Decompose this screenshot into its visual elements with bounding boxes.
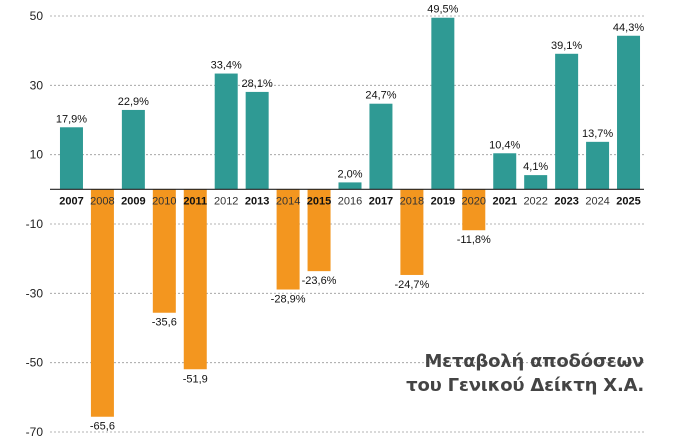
gridlines bbox=[50, 15, 644, 433]
bar-2018 bbox=[400, 189, 424, 275]
y-axis-ticks: 50 30 10 -10 -30 -50 -70 bbox=[26, 9, 44, 439]
bar-2022 bbox=[524, 175, 548, 190]
year-labels: 2007 2008 2009 2010 2011 2012 2013 2014 2015 2016… bbox=[59, 195, 641, 207]
year-label: 2011 bbox=[183, 195, 207, 207]
chart-title: Μεταβολή αποδόσεων του Γενικού Δείκτη Χ.… bbox=[406, 350, 644, 398]
year-label: 2007 bbox=[59, 195, 83, 207]
bar-2025 bbox=[617, 35, 641, 190]
year-label: 2022 bbox=[523, 195, 547, 207]
bar-2011 bbox=[183, 189, 207, 370]
data-label: 13,7% bbox=[582, 128, 613, 140]
data-label: 44,3% bbox=[613, 22, 644, 34]
data-label: 4,1% bbox=[523, 161, 548, 173]
data-label: -65,6 bbox=[90, 421, 115, 433]
year-label: 2024 bbox=[585, 195, 609, 207]
data-label: 33,4% bbox=[211, 60, 242, 72]
data-label: 24,7% bbox=[365, 90, 396, 102]
data-labels: 17,9% -65,6 22,9% -35,6 -51,9 33,4%28,1% -28,9… bbox=[56, 4, 644, 433]
bar-2020 bbox=[462, 189, 486, 231]
bar-2013 bbox=[245, 91, 269, 190]
bar-2021 bbox=[493, 153, 517, 190]
bars bbox=[59, 17, 641, 417]
data-label: -24,7% bbox=[394, 279, 429, 291]
bar-2023 bbox=[555, 53, 579, 190]
data-label: -28,9% bbox=[271, 294, 306, 306]
y-tick-label: -70 bbox=[26, 425, 44, 439]
data-label: 49,5% bbox=[427, 4, 458, 16]
year-label: 2008 bbox=[90, 195, 114, 207]
y-tick-label: 30 bbox=[30, 78, 44, 92]
bar-2017 bbox=[369, 103, 393, 190]
year-label: 2016 bbox=[338, 195, 362, 207]
bar-2008 bbox=[90, 189, 114, 417]
year-label: 2025 bbox=[616, 195, 640, 207]
bar-2007 bbox=[59, 127, 83, 190]
year-label: 2009 bbox=[121, 195, 145, 207]
year-label: 2010 bbox=[152, 195, 176, 207]
chart-title-line-2: του Γενικού Δείκτη Χ.Α. bbox=[406, 375, 644, 396]
y-tick-label: 50 bbox=[30, 9, 44, 23]
year-label: 2012 bbox=[214, 195, 238, 207]
data-label: -11,8% bbox=[457, 234, 491, 246]
bar-2012 bbox=[214, 73, 238, 190]
y-tick-label: -10 bbox=[26, 217, 44, 231]
bar-2010 bbox=[152, 189, 176, 313]
bar-2009 bbox=[121, 109, 145, 190]
data-label: 22,9% bbox=[118, 96, 149, 108]
y-tick-label: 10 bbox=[30, 148, 44, 162]
bar-2014 bbox=[276, 189, 300, 290]
data-label: -35,6 bbox=[152, 317, 177, 329]
year-label: 2014 bbox=[276, 195, 300, 207]
year-label: 2015 bbox=[307, 195, 331, 207]
data-label: -23,6% bbox=[302, 275, 337, 287]
year-label: 2021 bbox=[492, 195, 516, 207]
y-tick-label: -30 bbox=[26, 286, 44, 300]
year-label: 2013 bbox=[245, 195, 269, 207]
data-label: 28,1% bbox=[242, 78, 273, 90]
bar-2024 bbox=[586, 141, 610, 190]
bar-2015 bbox=[307, 189, 331, 272]
bar-2019 bbox=[431, 17, 455, 190]
year-label: 2017 bbox=[369, 195, 393, 207]
bar-2016 bbox=[338, 182, 362, 190]
year-label: 2020 bbox=[462, 195, 486, 207]
data-label: 39,1% bbox=[551, 40, 582, 52]
data-label: 10,4% bbox=[489, 139, 520, 151]
y-tick-label: -50 bbox=[26, 356, 44, 370]
year-label: 2023 bbox=[554, 195, 578, 207]
year-label: 2019 bbox=[431, 195, 455, 207]
chart-title-line-1: Μεταβολή αποδόσεων bbox=[424, 351, 644, 372]
year-label: 2018 bbox=[400, 195, 424, 207]
data-label: 17,9% bbox=[56, 113, 87, 125]
data-label: -51,9 bbox=[183, 373, 208, 385]
data-label: 2,0% bbox=[337, 168, 362, 180]
